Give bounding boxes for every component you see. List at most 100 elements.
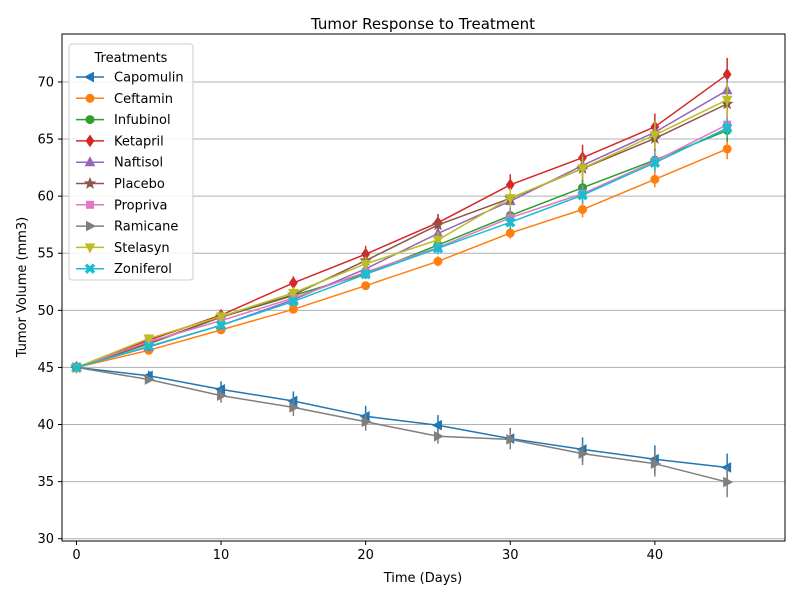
series-line-zoniferol <box>76 127 728 369</box>
legend-label-infubinol: Infubinol <box>114 113 171 128</box>
legend-title: Treatments <box>94 51 168 66</box>
legend-marker-capomulin <box>83 71 94 83</box>
series-stelasyn <box>71 82 733 374</box>
series-line-propriva <box>76 123 728 369</box>
legend-label-naftisol: Naftisol <box>114 156 163 171</box>
data-point-zoniferol-0 <box>71 362 82 373</box>
data-point-ceftamin-9 <box>722 144 732 154</box>
data-point-stelasyn-9 <box>721 95 733 106</box>
legend-item-stelasyn: Stelasyn <box>76 241 170 256</box>
data-point-ramicane-7 <box>578 448 589 459</box>
data-point-ketapril-9 <box>722 68 732 81</box>
legend-item-ramicane: Ramicane <box>76 220 178 235</box>
data-point-zoniferol-5 <box>432 243 444 254</box>
legend-label-ramicane: Ramicane <box>114 220 178 235</box>
y-tick-label-5: 55 <box>37 247 54 262</box>
legend-item-ceftamin: Ceftamin <box>76 92 173 107</box>
data-point-ketapril-3 <box>288 276 298 290</box>
legend-item-placebo: Placebo <box>76 176 165 192</box>
data-point-stelasyn-6 <box>504 194 516 205</box>
y-tick-label-0: 30 <box>37 532 54 547</box>
series-zoniferol <box>71 119 733 373</box>
data-point-ramicane-5 <box>433 430 445 442</box>
legend-item-propriva: Propriva <box>76 198 168 213</box>
plot-area-frame <box>61 33 786 542</box>
data-point-stelasyn-7 <box>577 164 588 175</box>
data-point-stelasyn-4 <box>360 259 371 270</box>
data-point-ramicane-2 <box>217 390 228 401</box>
data-point-zoniferol-4 <box>360 268 371 280</box>
data-point-zoniferol-8 <box>649 157 661 169</box>
legend-label-propriva: Propriva <box>114 198 168 213</box>
data-point-placebo-5 <box>431 218 445 231</box>
series-line-ceftamin <box>76 148 728 369</box>
chart-title: Tumor Response to Treatment <box>310 15 535 33</box>
legend-marker-ceftamin <box>85 93 95 103</box>
legend-item-zoniferol: Zoniferol <box>76 262 172 277</box>
data-point-zoniferol-2 <box>215 320 227 331</box>
legend-label-placebo: Placebo <box>114 177 165 192</box>
data-point-ramicane-6 <box>506 434 517 445</box>
legend-item-infubinol: Infubinol <box>76 113 171 128</box>
y-tick-label-1: 35 <box>37 475 54 490</box>
x-tick-label-4: 40 <box>647 548 664 563</box>
data-point-stelasyn-1 <box>143 334 155 345</box>
series-line-capomulin <box>76 366 728 469</box>
x-tick-label-0: 0 <box>72 548 80 563</box>
legend-marker-placebo <box>83 176 97 189</box>
data-point-ceftamin-7 <box>578 205 588 215</box>
data-point-zoniferol-1 <box>143 341 154 352</box>
legend-marker-naftisol <box>84 156 96 167</box>
legend-label-ketapril: Ketapril <box>114 134 164 149</box>
series-layer <box>70 57 734 498</box>
data-point-ramicane-3 <box>289 402 300 413</box>
data-point-ramicane-8 <box>650 458 661 470</box>
legend-marker-propriva <box>86 200 94 209</box>
legend-label-zoniferol: Zoniferol <box>114 262 172 277</box>
legend-item-ketapril: Ketapril <box>76 134 164 149</box>
data-point-stelasyn-5 <box>432 235 444 246</box>
legend-item-capomulin: Capomulin <box>76 71 184 86</box>
series-capomulin <box>70 362 732 482</box>
x-axis-label: Time (Days) <box>383 571 463 586</box>
series-line-stelasyn <box>76 99 728 369</box>
y-tick-label-8: 70 <box>37 75 54 90</box>
y-tick-label-4: 50 <box>37 304 54 319</box>
y-axis-label: Tumor Volume (mm3) <box>15 217 30 359</box>
data-point-ramicane-1 <box>144 374 155 385</box>
y-axis: 30 35 40 45 50 55 60 65 70 <box>37 75 62 547</box>
data-point-stelasyn-8 <box>649 130 661 142</box>
series-ramicane <box>72 362 734 498</box>
series-line-placebo <box>76 103 728 369</box>
data-point-ramicane-9 <box>723 476 734 488</box>
legend-marker-ketapril <box>85 134 95 148</box>
data-point-ceftamin-5 <box>433 256 443 266</box>
legend-label-stelasyn: Stelasyn <box>114 241 170 256</box>
y-tick-label-2: 40 <box>37 418 54 433</box>
data-point-stelasyn-3 <box>288 288 299 299</box>
legend: Treatments Capomulin Ceftamin Infubinol Ket… <box>68 43 194 281</box>
legend-label-capomulin: Capomulin <box>114 71 184 86</box>
x-tick-label-2: 20 <box>357 548 374 563</box>
data-point-zoniferol-9 <box>721 122 733 134</box>
legend-marker-ramicane <box>86 220 97 232</box>
legend-box <box>68 43 194 281</box>
data-point-stelasyn-2 <box>215 312 227 323</box>
x-axis: 0 10 20 30 40 <box>72 541 663 563</box>
data-point-ceftamin-8 <box>650 174 660 184</box>
legend-item-naftisol: Naftisol <box>76 156 163 171</box>
legend-label-ceftamin: Ceftamin <box>114 92 173 107</box>
data-point-ceftamin-4 <box>361 281 371 291</box>
y-tick-label-3: 45 <box>37 361 54 376</box>
y-tick-label-7: 65 <box>37 133 54 148</box>
data-point-ceftamin-6 <box>505 228 515 238</box>
legend-marker-stelasyn <box>84 243 96 254</box>
data-point-zoniferol-6 <box>505 217 516 228</box>
y-tick-label-6: 60 <box>37 190 54 205</box>
x-tick-label-1: 10 <box>213 548 230 563</box>
series-line-ramicane <box>76 366 728 483</box>
data-point-zoniferol-7 <box>577 189 588 201</box>
data-point-zoniferol-3 <box>288 296 299 307</box>
legend-marker-infubinol <box>85 115 95 125</box>
